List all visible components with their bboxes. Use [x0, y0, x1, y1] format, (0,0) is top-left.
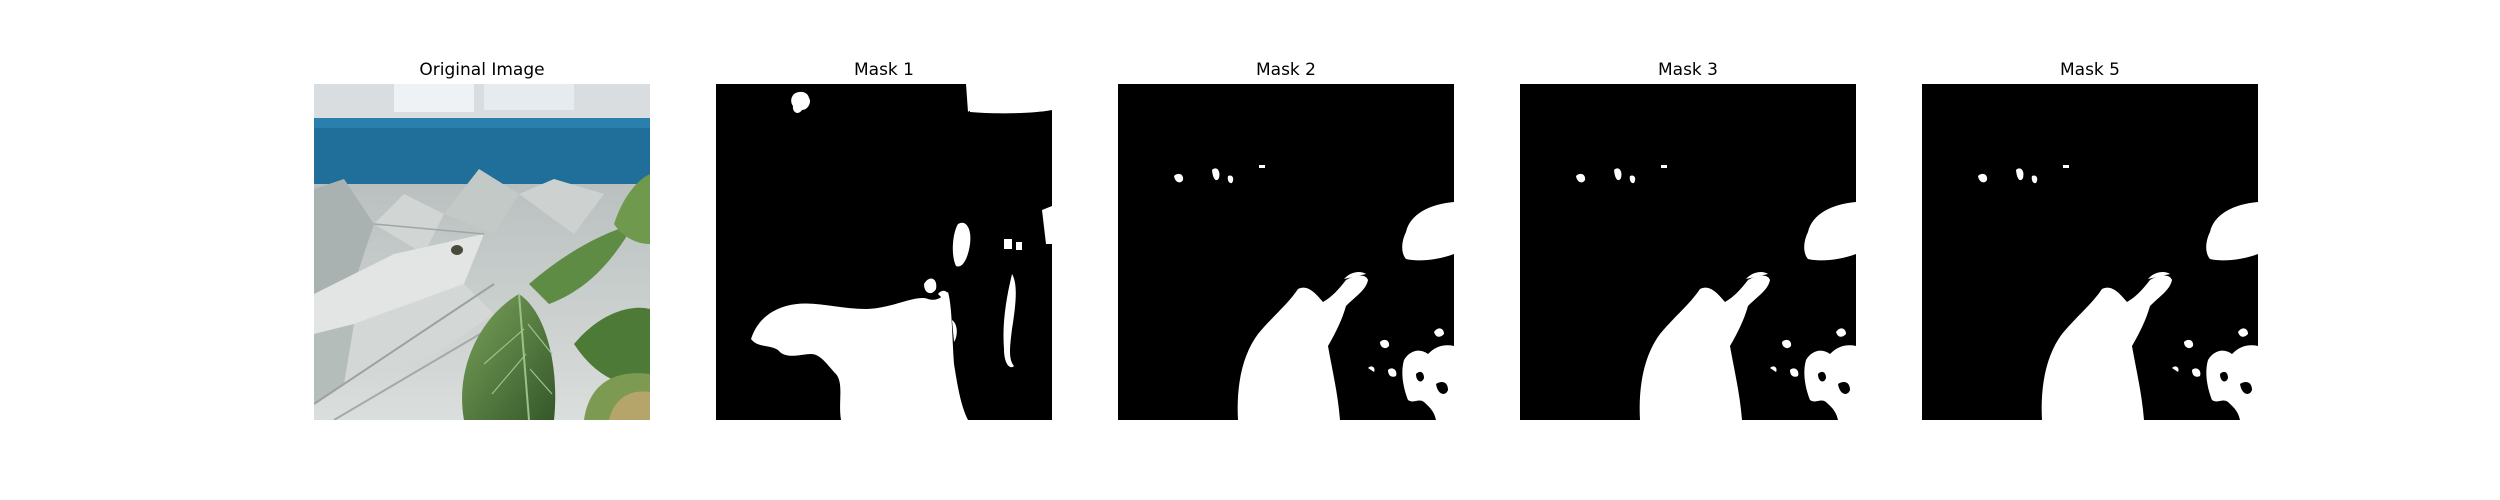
mask-3-graphic	[1520, 84, 1856, 420]
mask-1-image	[716, 84, 1052, 420]
panel-title-mask-3: Mask 3	[1657, 60, 1718, 80]
panel-title-mask-1: Mask 1	[853, 60, 914, 80]
mask-5-image	[1922, 84, 2258, 420]
mask-1-graphic	[716, 84, 1052, 420]
original-image-photo	[314, 84, 650, 420]
mask-3-image	[1520, 84, 1856, 420]
panel-title-mask-5: Mask 5	[2059, 60, 2120, 80]
mask-5-graphic	[1922, 84, 2258, 420]
panel-title-original: Original Image	[419, 60, 545, 80]
panel-title-mask-2: Mask 2	[1255, 60, 1316, 80]
mask-2-graphic	[1118, 84, 1454, 420]
original-image	[314, 84, 650, 420]
mask-2-image	[1118, 84, 1454, 420]
